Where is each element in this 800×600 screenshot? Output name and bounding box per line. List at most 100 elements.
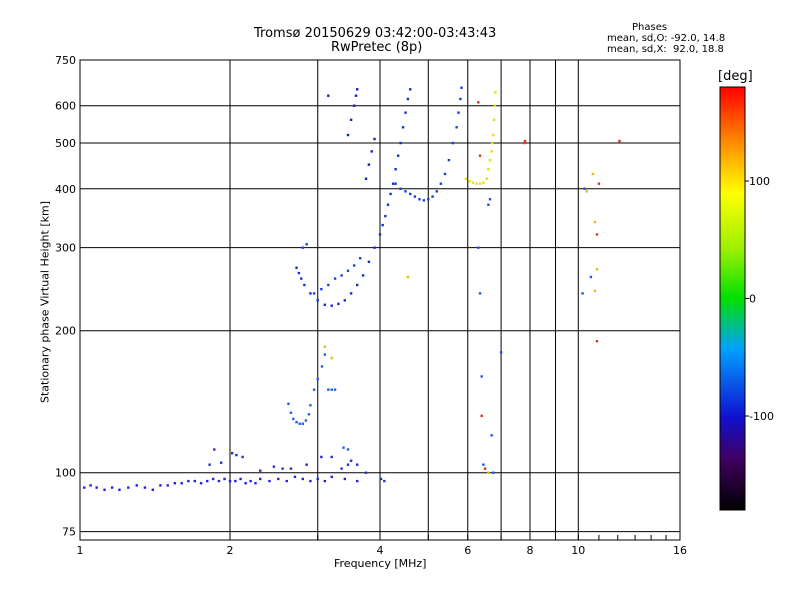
data-point — [487, 203, 490, 206]
data-point — [307, 413, 311, 416]
data-point — [427, 198, 430, 201]
data-point — [211, 477, 215, 481]
y-tick-label: 600 — [55, 100, 76, 113]
data-point — [205, 479, 209, 483]
data-point — [583, 187, 586, 190]
data-point — [301, 422, 305, 425]
data-point — [223, 477, 226, 481]
data-point — [413, 195, 417, 198]
data-point — [330, 356, 333, 360]
y-tick-label: 400 — [55, 183, 76, 196]
data-point — [166, 484, 169, 487]
data-point — [289, 467, 293, 470]
data-point — [409, 192, 412, 196]
x-tick-label: 16 — [673, 544, 687, 557]
data-point — [228, 479, 232, 483]
data-point — [301, 477, 305, 481]
data-point — [355, 463, 359, 466]
data-point — [89, 484, 92, 487]
data-point — [595, 233, 599, 236]
colorbar-tick-label: 100 — [749, 175, 770, 188]
data-point — [364, 177, 368, 180]
data-point — [312, 292, 316, 295]
data-point — [333, 277, 337, 280]
data-point — [254, 482, 257, 485]
data-point — [259, 469, 262, 472]
data-point — [618, 139, 621, 143]
data-point — [287, 402, 290, 405]
data-point — [301, 246, 305, 249]
data-point — [349, 292, 353, 295]
chart-subtitle: RwPretec (8p) — [331, 40, 423, 55]
data-point — [478, 182, 482, 185]
data-point — [217, 479, 221, 483]
data-point — [83, 486, 86, 489]
data-point — [330, 475, 333, 479]
x-tick-label: 2 — [227, 544, 234, 557]
data-point — [292, 417, 295, 421]
data-point — [346, 133, 350, 137]
data-point — [487, 168, 490, 171]
data-point — [391, 182, 395, 185]
data-point — [435, 190, 438, 193]
data-point — [443, 172, 447, 176]
data-point — [471, 181, 475, 184]
data-point — [406, 275, 410, 279]
data-point — [482, 463, 485, 466]
data-point — [379, 477, 383, 481]
data-point — [455, 126, 458, 129]
data-point — [95, 486, 98, 489]
data-point — [355, 283, 359, 287]
data-point — [591, 172, 595, 176]
data-point — [330, 455, 333, 459]
y-tick-label: 750 — [55, 54, 76, 67]
data-point — [187, 479, 190, 483]
data-point — [295, 420, 298, 424]
x-tick-label: 1 — [77, 544, 84, 557]
data-point — [323, 303, 327, 306]
data-point — [304, 419, 308, 422]
data-point — [460, 86, 463, 89]
data-point — [358, 256, 362, 260]
data-point — [103, 488, 106, 491]
x-tick-label: 8 — [527, 544, 534, 557]
y-tick-label: 200 — [55, 325, 76, 338]
data-point — [330, 304, 333, 307]
x-tick-label: 6 — [464, 544, 471, 557]
data-point — [349, 118, 353, 122]
data-point — [342, 446, 345, 449]
data-point — [464, 177, 468, 180]
data-point — [355, 479, 359, 483]
data-point — [480, 375, 483, 378]
data-point — [272, 465, 276, 468]
data-point — [213, 448, 216, 451]
data-point — [364, 471, 368, 474]
data-point — [293, 475, 297, 479]
data-point — [289, 411, 293, 414]
data-point — [309, 479, 312, 483]
chart-title: Tromsø 20150629 03:42:00-03:43:43 — [254, 26, 497, 41]
data-point — [235, 453, 238, 457]
data-point — [219, 461, 223, 464]
data-point — [475, 182, 478, 185]
data-point — [337, 302, 340, 306]
data-point — [180, 482, 183, 485]
data-point — [320, 287, 323, 291]
data-point — [480, 414, 483, 418]
data-point — [401, 126, 405, 129]
data-point — [492, 471, 495, 474]
data-point — [234, 479, 237, 483]
data-point — [340, 274, 343, 277]
data-point — [320, 365, 324, 368]
y-tick-label: 500 — [55, 137, 76, 150]
data-point — [323, 479, 327, 483]
data-point — [373, 137, 376, 141]
data-point — [343, 299, 347, 302]
data-point — [285, 479, 288, 483]
data-point — [241, 455, 244, 459]
data-point — [478, 292, 482, 295]
colorbar-tick-label: -100 — [749, 410, 774, 423]
data-point — [323, 353, 327, 356]
data-point — [492, 133, 495, 137]
data-point — [352, 264, 356, 267]
